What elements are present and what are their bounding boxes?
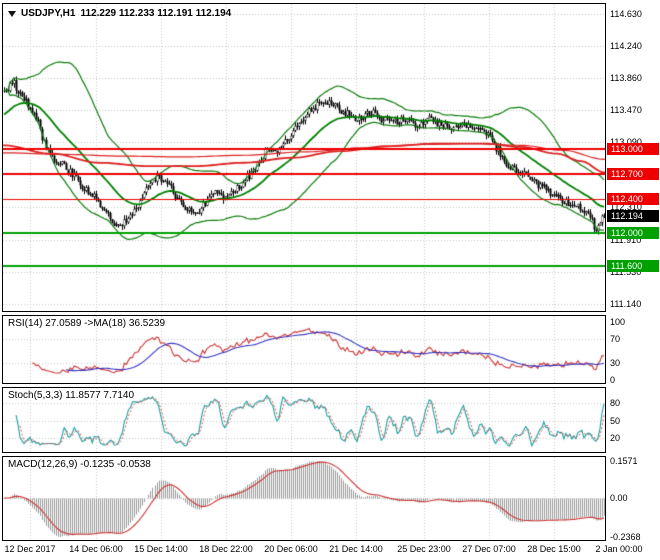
axis-tick-label: 50 — [610, 415, 621, 426]
axis-tick-label: 111.140 — [610, 299, 642, 310]
price-level-tag: 112.700 — [607, 168, 659, 181]
symbol-timeframe-label: USDJPY,H1 — [21, 8, 76, 19]
time-axis-label: 18 Dec 22:00 — [199, 544, 253, 554]
price-level-tag: 113.000 — [607, 143, 659, 156]
axis-tick-label: 111.910 — [610, 235, 642, 246]
axis-tick-label: 100 — [610, 317, 626, 327]
price-level-tag: 112.400 — [607, 193, 659, 206]
macd-canvas[interactable] — [3, 457, 605, 540]
axis-tick-label: 113.470 — [610, 105, 642, 116]
chart-title: USDJPY,H1 112.229 112.233 112.191 112.19… — [8, 8, 231, 19]
axis-tick-label: 112.310 — [610, 201, 642, 212]
axis-tick-label: 0.00 — [610, 493, 628, 503]
stochastic-panel: Stoch(5,3,3) 11.8577 7.7140 — [2, 387, 606, 453]
stochastic-title: Stoch(5,3,3) 11.8577 7.7140 — [8, 390, 135, 401]
time-axis-label: 20 Dec 06:00 — [264, 544, 318, 554]
time-axis: 12 Dec 2017 14 Dec 06:00 15 Dec 14:00 18 De… — [0, 544, 660, 558]
main-chart-panel: USDJPY,H1 112.229 112.233 112.191 112.19… — [2, 3, 606, 312]
time-axis-label: 15 Dec 14:00 — [134, 544, 188, 554]
axis-tick-label: 114.240 — [610, 41, 642, 52]
axis-tick-label: 113.090 — [610, 136, 642, 147]
time-axis-label: 21 Dec 14:00 — [329, 544, 383, 554]
time-axis-label: 14 Dec 06:00 — [69, 544, 123, 554]
axis-tick-label: 80 — [610, 398, 621, 409]
time-axis-label: 25 Dec 23:00 — [397, 544, 451, 554]
time-axis-label: 2 Jan 00:00 — [595, 544, 643, 554]
rsi-panel: RSI(14) 27.0589 ->MA(18) 36.5239 — [2, 315, 606, 384]
price-level-tag: 111.600 — [607, 259, 659, 272]
main-chart-canvas[interactable] — [3, 4, 605, 311]
axis-tick-label: 20 — [610, 432, 621, 443]
price-axis-column: 114.630 114.240 113.860 113.470 113.090 112.7… — [606, 0, 660, 560]
axis-tick-label: 114.630 — [610, 9, 642, 19]
axis-tick-label: 30 — [610, 357, 621, 368]
axis-tick-label: 0 — [610, 375, 616, 385]
macd-title: MACD(12,26,9) -0.1235 -0.0538 — [8, 459, 151, 470]
ohlc-quote-label: 112.229 112.233 112.191 112.194 — [80, 8, 232, 19]
rsi-title: RSI(14) 27.0589 ->MA(18) 36.5239 — [8, 318, 166, 329]
chart-symbol-icon — [8, 10, 16, 17]
price-level-tag: 112.194 — [607, 210, 659, 223]
time-axis-label: 27 Dec 07:00 — [462, 544, 516, 554]
stochastic-canvas[interactable] — [3, 388, 605, 452]
axis-tick-label: 70 — [610, 334, 621, 345]
price-level-tag: 112.000 — [607, 226, 659, 239]
axis-tick-label: 113.860 — [610, 72, 642, 83]
time-axis-label: 12 Dec 2017 — [4, 544, 56, 554]
time-axis-label: 28 Dec 15:00 — [527, 544, 581, 554]
rsi-canvas[interactable] — [3, 316, 605, 383]
macd-panel: MACD(12,26,9) -0.1235 -0.0538 — [2, 456, 606, 541]
axis-tick-label: 0.1571 — [610, 456, 638, 466]
axis-tick-label: -0.2368 — [610, 532, 641, 542]
